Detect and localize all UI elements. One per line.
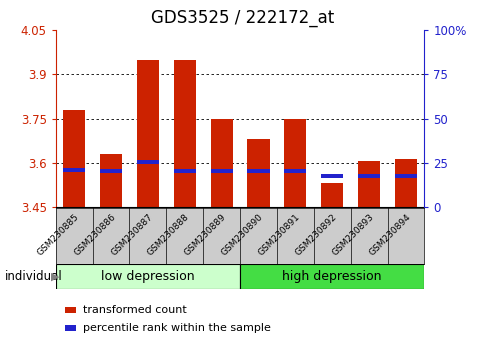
Bar bbox=[63, 168, 85, 172]
Text: GSM230888: GSM230888 bbox=[146, 212, 191, 257]
Text: GSM230892: GSM230892 bbox=[293, 212, 338, 257]
Text: GSM230894: GSM230894 bbox=[366, 212, 411, 257]
Bar bbox=[240, 264, 424, 289]
Bar bbox=[173, 59, 196, 207]
Bar bbox=[63, 110, 85, 207]
Bar bbox=[357, 174, 379, 178]
Bar bbox=[210, 119, 232, 207]
Bar bbox=[284, 119, 306, 207]
Bar bbox=[173, 169, 196, 173]
Bar bbox=[56, 264, 240, 289]
Text: GSM230891: GSM230891 bbox=[256, 212, 301, 257]
Text: low depression: low depression bbox=[101, 270, 195, 283]
Text: GSM230890: GSM230890 bbox=[219, 212, 264, 257]
Bar bbox=[136, 59, 159, 207]
Text: GSM230886: GSM230886 bbox=[72, 212, 117, 257]
Text: individual: individual bbox=[5, 270, 62, 283]
Text: ▶: ▶ bbox=[51, 272, 60, 281]
Text: GSM230893: GSM230893 bbox=[330, 212, 375, 257]
Bar bbox=[320, 174, 343, 178]
Bar bbox=[394, 159, 416, 207]
Bar bbox=[100, 154, 122, 207]
Bar bbox=[100, 169, 122, 173]
Bar bbox=[284, 169, 306, 173]
Bar bbox=[247, 139, 269, 207]
Text: transformed count: transformed count bbox=[83, 305, 187, 315]
Text: GDS3525 / 222172_at: GDS3525 / 222172_at bbox=[151, 9, 333, 27]
Text: GSM230887: GSM230887 bbox=[109, 212, 154, 257]
Bar bbox=[320, 183, 343, 207]
Text: GSM230885: GSM230885 bbox=[35, 212, 80, 257]
Bar bbox=[394, 174, 416, 178]
Bar bbox=[210, 169, 232, 173]
Bar bbox=[247, 169, 269, 173]
Text: GSM230889: GSM230889 bbox=[182, 212, 227, 257]
Bar bbox=[357, 161, 379, 207]
Text: high depression: high depression bbox=[282, 270, 381, 283]
Bar bbox=[136, 160, 159, 164]
Text: percentile rank within the sample: percentile rank within the sample bbox=[83, 323, 271, 333]
